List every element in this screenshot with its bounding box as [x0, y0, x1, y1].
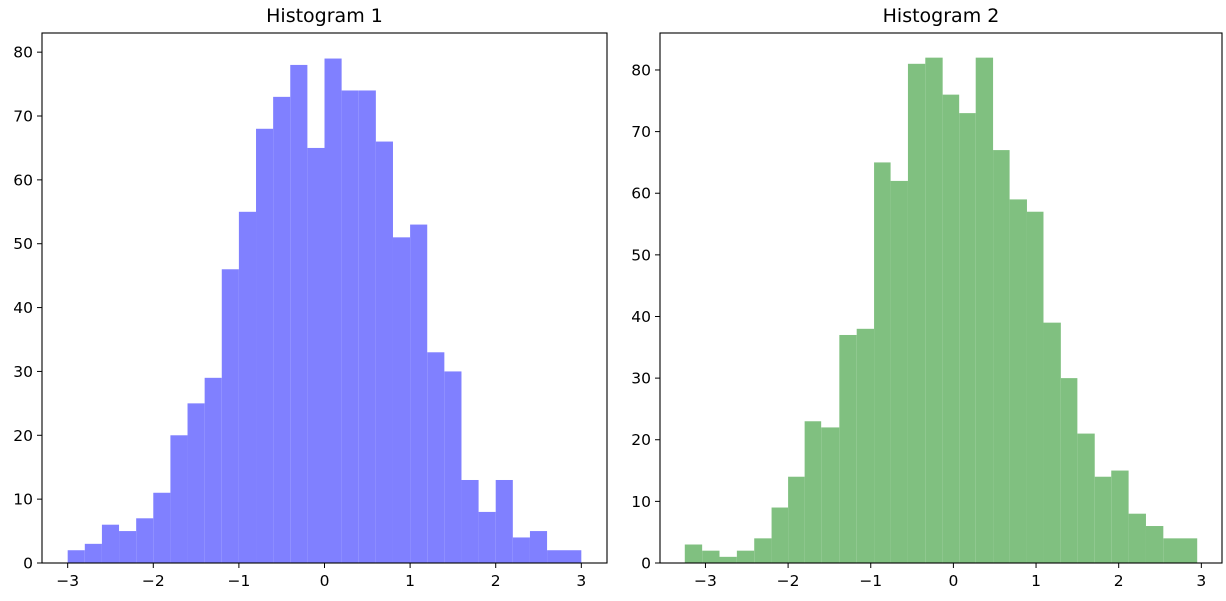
histogram-bar — [410, 224, 428, 563]
histogram-bar — [702, 550, 720, 563]
histogram-bar — [529, 531, 548, 563]
histogram-bar — [153, 492, 171, 563]
chart-title: Histogram 2 — [883, 5, 1000, 27]
histogram-bar — [719, 556, 737, 563]
histogram-bar — [221, 269, 239, 563]
histogram-bar — [547, 550, 582, 563]
x-tick-label: −2 — [777, 572, 800, 590]
x-tick-label: 3 — [1196, 572, 1206, 590]
y-tick-label: 40 — [13, 299, 33, 317]
x-tick-label: 2 — [1114, 572, 1124, 590]
histogram-bar — [975, 57, 994, 564]
histogram-bar — [821, 427, 840, 563]
x-tick-label: 1 — [1031, 572, 1041, 590]
x-tick-label: 0 — [320, 572, 330, 590]
x-tick-label: −3 — [694, 572, 717, 590]
histogram-bar — [324, 58, 342, 563]
histogram-bar — [1111, 470, 1129, 563]
histogram-bar — [1145, 526, 1164, 563]
histogram-bar — [67, 550, 85, 563]
histogram-bar — [754, 538, 772, 563]
histogram-bar — [136, 518, 154, 563]
y-tick-label: 80 — [631, 61, 651, 79]
histogram-bar — [358, 90, 376, 563]
histogram-bar — [256, 128, 274, 563]
histogram-bar — [1128, 513, 1146, 563]
histogram-bar — [1163, 538, 1198, 563]
histogram-bar — [925, 57, 943, 564]
histogram-bar — [839, 334, 857, 563]
y-tick-label: 10 — [631, 493, 651, 511]
y-tick-label: 60 — [13, 171, 33, 189]
histogram-bar — [890, 180, 908, 563]
x-tick-label: 0 — [948, 572, 958, 590]
chart-title: Histogram 1 — [266, 5, 383, 27]
y-tick-label: 10 — [13, 491, 33, 509]
histogram-bar — [495, 479, 513, 563]
y-tick-label: 40 — [631, 308, 651, 326]
y-tick-label: 50 — [13, 235, 33, 253]
histogram-bar — [874, 162, 891, 564]
histogram-bar — [307, 147, 325, 563]
y-tick-label: 0 — [23, 555, 33, 573]
x-tick-label: −2 — [142, 572, 165, 590]
histogram-bar — [461, 479, 479, 563]
histogram-bar — [119, 531, 137, 563]
histogram-bar — [788, 476, 805, 563]
histogram-bar — [1077, 433, 1095, 563]
histogram-bar — [290, 64, 308, 564]
histogram-bar — [804, 421, 822, 563]
histogram-bar — [1060, 378, 1078, 563]
histogram-bar — [392, 237, 411, 563]
axes-frame — [659, 32, 1223, 564]
histogram-bar — [907, 63, 926, 564]
y-tick-label: 0 — [641, 555, 651, 573]
histogram-bar — [736, 550, 755, 563]
histogram-bar — [771, 507, 789, 563]
x-tick-label: −1 — [227, 572, 250, 590]
y-tick-label: 80 — [13, 44, 33, 62]
histogram-bar — [187, 403, 205, 563]
histogram-bar — [101, 524, 120, 563]
histogram-bar — [204, 377, 222, 563]
y-tick-label: 70 — [13, 108, 33, 126]
histogram-bar — [375, 141, 393, 564]
histogram-bar — [444, 371, 462, 563]
y-tick-label: 50 — [631, 246, 651, 264]
x-tick-label: 2 — [491, 572, 501, 590]
histogram-bar — [238, 211, 257, 564]
histogram-bar — [1026, 211, 1044, 563]
x-tick-label: −1 — [859, 572, 882, 590]
histogram-bar — [1009, 199, 1027, 563]
histogram-bar — [512, 537, 530, 563]
histogram-bar — [684, 544, 703, 563]
y-tick-label: 20 — [631, 431, 651, 449]
histogram-bar — [170, 435, 188, 563]
histogram-bar — [1043, 322, 1061, 563]
y-tick-label: 60 — [631, 185, 651, 203]
histogram-bar — [273, 96, 291, 564]
histogram-bar — [959, 113, 976, 564]
x-tick-label: −3 — [56, 572, 79, 590]
histogram-bar — [427, 352, 445, 563]
histogram-bar — [993, 150, 1010, 563]
y-tick-label: 30 — [13, 363, 33, 381]
x-tick-label: 3 — [576, 572, 586, 590]
histogram-bar — [341, 90, 359, 563]
histogram-bar — [856, 328, 875, 563]
y-tick-label: 70 — [631, 123, 651, 141]
histogram-bar — [1094, 476, 1112, 563]
histogram-bar — [478, 511, 496, 563]
x-tick-label: 1 — [405, 572, 415, 590]
y-tick-label: 30 — [631, 370, 651, 388]
histogram-bar — [942, 94, 960, 563]
y-tick-label: 20 — [13, 427, 33, 445]
histogram-bar — [84, 543, 102, 563]
